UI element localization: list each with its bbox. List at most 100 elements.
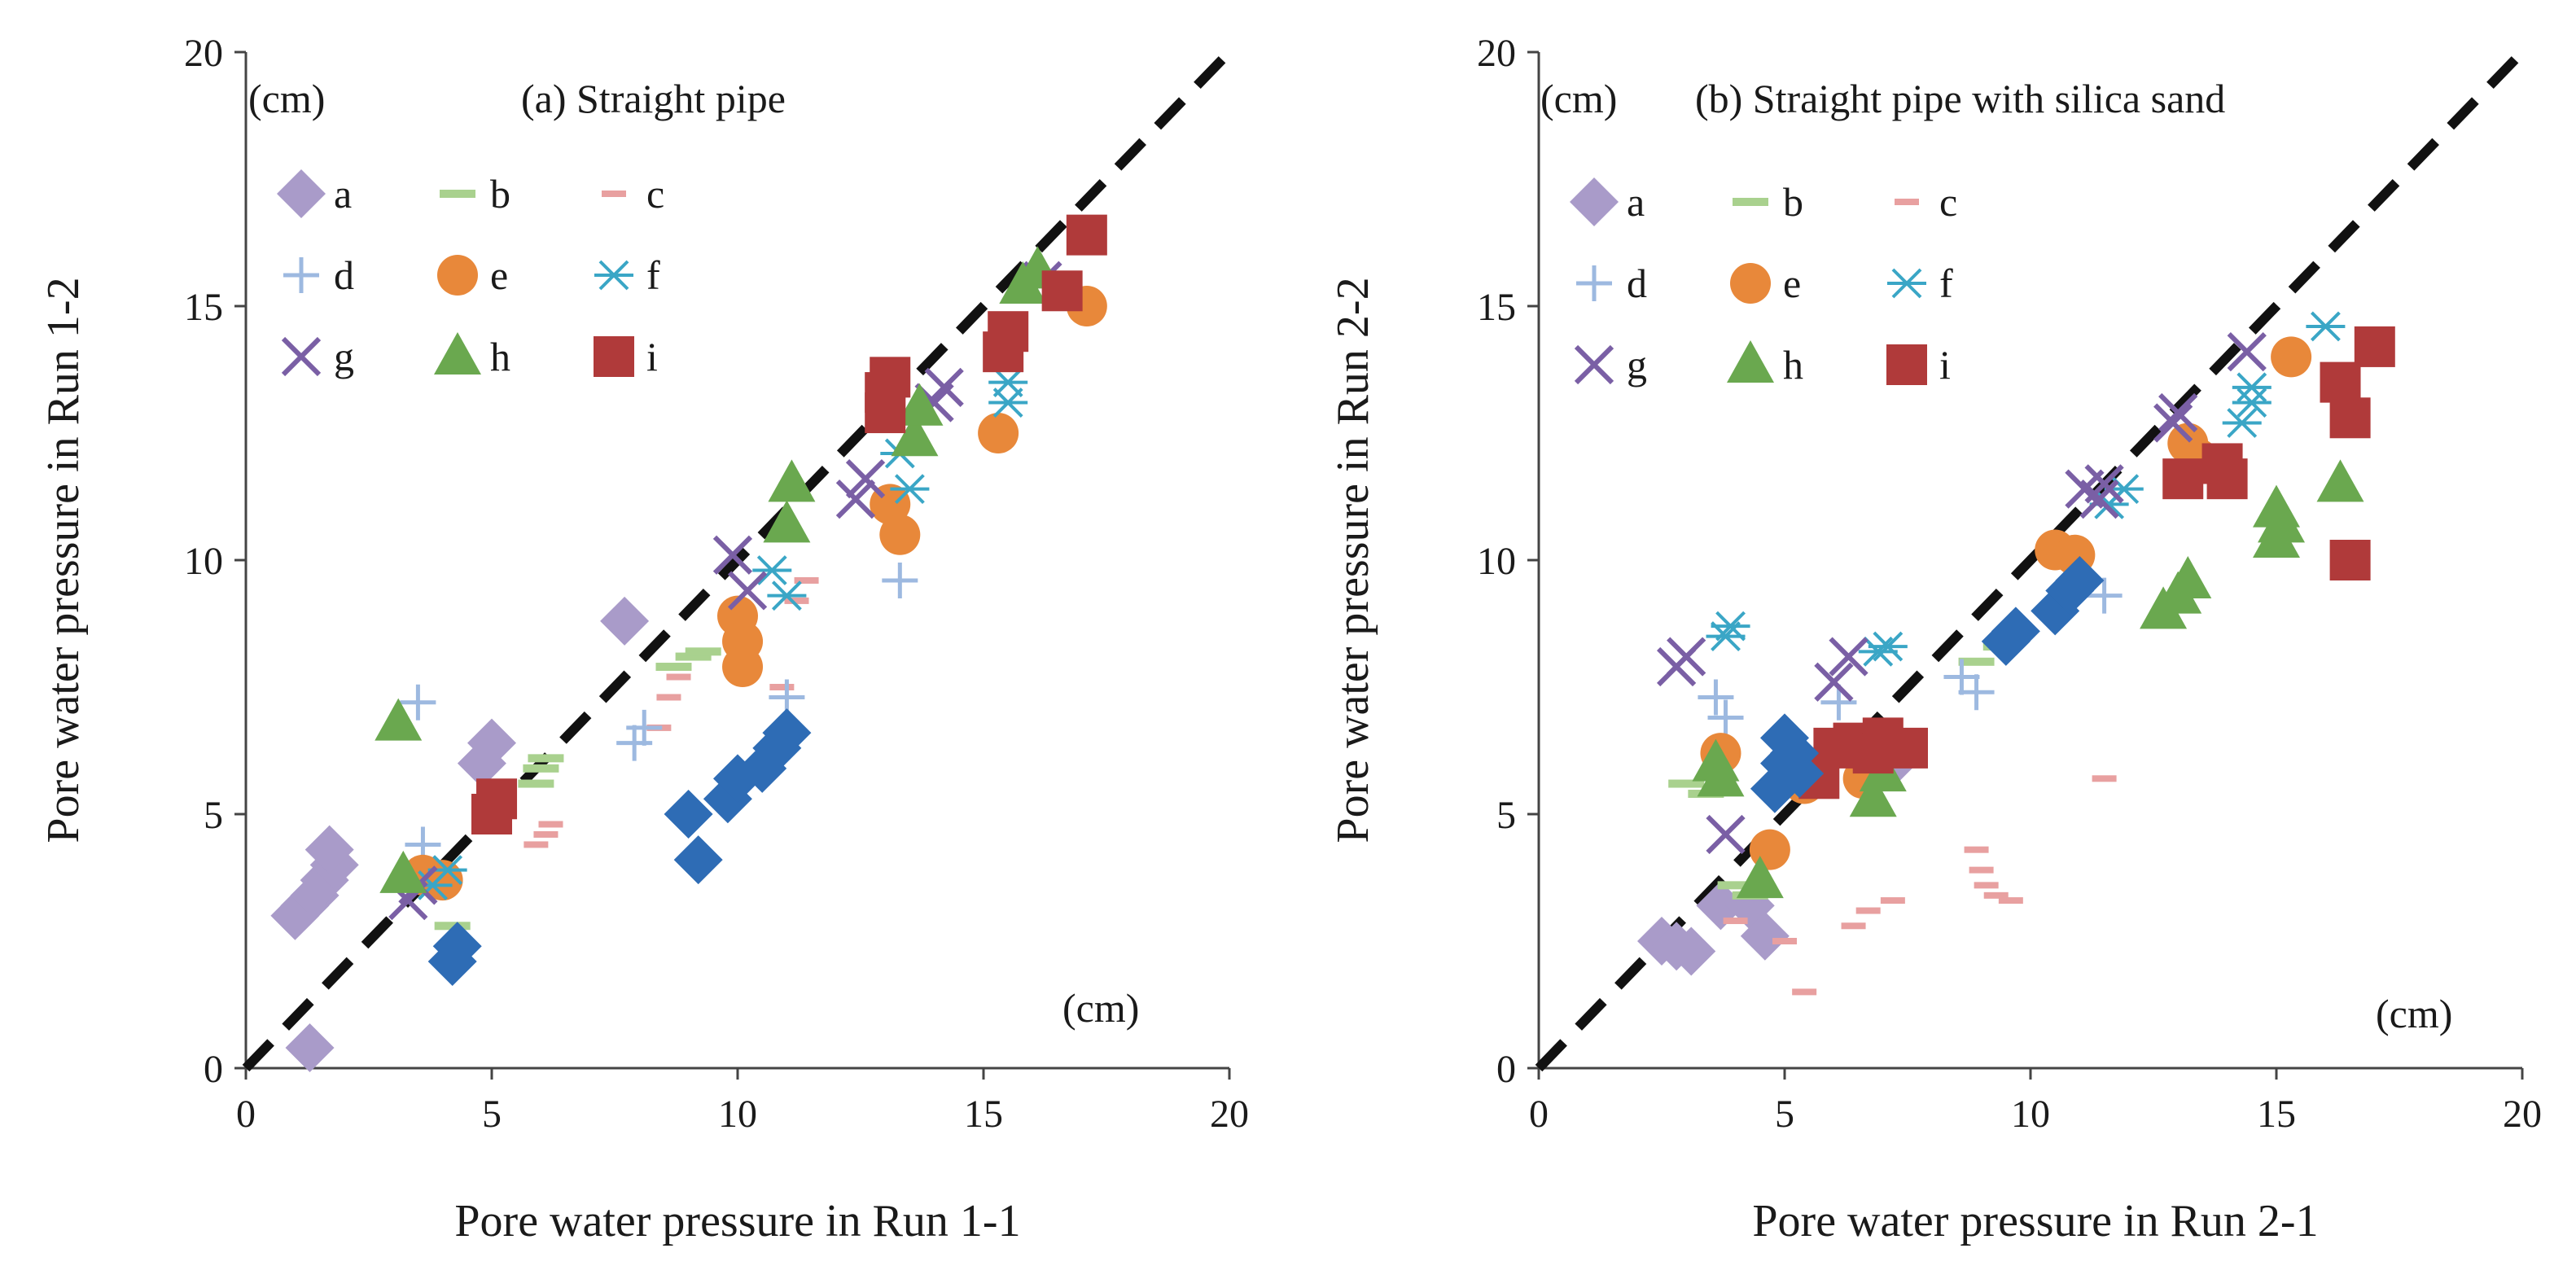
- panel-a-series-unlabeled-blue-diamond-point: [664, 790, 713, 839]
- panel-a-series-b-point: [434, 922, 471, 931]
- panel-a-series-h-point: [375, 698, 423, 741]
- panel-b-one-to-one-line: [1535, 48, 2526, 1072]
- panel-a-series-d-point: [400, 684, 436, 721]
- panel-a-y-tick-label: 15: [184, 286, 223, 329]
- panel-b-legend-marker-c: [1895, 199, 1919, 205]
- panel-a-series-b-point: [518, 779, 554, 788]
- panel-a-title: (a) Straight pipe: [521, 76, 786, 121]
- panel-b-legend-label-g: g: [1627, 342, 1647, 388]
- panel-b-series-h-point: [1736, 856, 1784, 899]
- panel-b-legend-label-e: e: [1783, 261, 1801, 306]
- panel-a-series-h-point: [763, 500, 811, 543]
- panel-b-series-d-point: [2086, 577, 2123, 614]
- panel-a-series-i-point: [1041, 270, 1083, 312]
- panel-a-legend-marker-e: [437, 255, 478, 296]
- panel-a-series-g-point: [712, 535, 753, 575]
- panel-b-series-unlabeled-blue-diamond-point: [2055, 555, 2105, 605]
- panel-b-series-a-point: [1667, 926, 1716, 976]
- panel-a-series-b-point: [685, 647, 721, 656]
- panel-b-y-tick-label: 20: [1477, 32, 1516, 75]
- panel-a-plot-area: 0 5 10 15 20 0 5 10 15 20 a b c d e f g h i: [184, 32, 1249, 1136]
- panel-a-x-tick-label: 0: [236, 1093, 256, 1136]
- panel-b-x-tick-label: 0: [1529, 1093, 1549, 1136]
- panel-b-series-c-point: [1998, 897, 2023, 904]
- panel-a-legend-label-d: d: [334, 252, 354, 298]
- panel-b-series-c-point: [1880, 897, 1905, 904]
- panel-b-y-tick-label: 10: [1477, 540, 1516, 583]
- panel-b-series-d-point: [1943, 659, 1980, 695]
- panel-a-legend-label-g: g: [334, 334, 354, 379]
- panel-b-legend-marker-h: [1727, 340, 1774, 383]
- panel-a-series-i-point: [1066, 214, 1107, 256]
- panel-b-y-tick-label: 5: [1496, 794, 1516, 837]
- panel-b-series-i-point: [2162, 458, 2204, 500]
- panel-a-series-f-point: [988, 388, 1028, 418]
- panel-b-series-e-point: [2271, 336, 2312, 378]
- panel-a-legend-marker-f: [594, 260, 633, 291]
- panel-a-legend-label-c: c: [646, 171, 664, 217]
- panel-a-legend-marker-c: [602, 191, 626, 197]
- panel-a-legend-label-b: b: [490, 171, 510, 217]
- panel-b-series-c-point: [1969, 866, 1994, 874]
- panel-a-x-tick-label: 10: [718, 1093, 757, 1136]
- panel-b-series-g-point: [1667, 637, 1706, 677]
- panel-b-y-tick-label: 15: [1477, 286, 1516, 329]
- panel-b-series-g-point: [2084, 464, 2124, 504]
- panel-b-y-axis-title: Pore water pressure in Run 2-2: [1328, 277, 1378, 843]
- panel-a-series-e-point: [722, 646, 764, 688]
- panel-b-series-h-point: [1697, 754, 1745, 797]
- panel-b-legend-label-h: h: [1783, 342, 1803, 388]
- panel-a-series-f-point: [890, 474, 930, 505]
- panel-a-series-h-point: [768, 459, 816, 502]
- panel-a-series-e-point: [879, 514, 921, 555]
- panel-a-legend-marker-a: [277, 169, 326, 218]
- panel-b-legend-marker-i: [1886, 344, 1927, 385]
- panel-b-series-c-point: [1792, 988, 1817, 996]
- panel-b-plot-area: 0 5 10 15 20 0 5 10 15 20 a b c d e f g h i: [1477, 32, 2542, 1136]
- panel-b-legend-label-i: i: [1939, 342, 1951, 388]
- panel-b-series-b-point: [1717, 881, 1754, 890]
- panel-b-series-i-point: [2320, 361, 2361, 403]
- panel-b-series-i-point: [2354, 326, 2395, 367]
- panel-b-series-c-point: [1855, 907, 1881, 914]
- panel-a-unit-x: (cm): [1062, 985, 1139, 1031]
- panel-a-legend-marker-g: [281, 336, 322, 377]
- panel-b-legend-label-b: b: [1783, 179, 1803, 225]
- panel-b-legend-label-d: d: [1627, 261, 1647, 306]
- panel-b-series-g-point: [1706, 814, 1746, 855]
- panel-b-title: (b) Straight pipe with silica sand: [1695, 76, 2225, 121]
- panel-b-unit-x: (cm): [2376, 991, 2452, 1036]
- panel-b-legend-marker-b: [1733, 198, 1768, 206]
- panel-a-series-i-point: [476, 778, 518, 820]
- panel-b-x-tick-label: 10: [2011, 1093, 2050, 1136]
- panel-b-series-c-point: [1974, 882, 1999, 889]
- panel-b-series-g-point: [2227, 332, 2267, 372]
- panel-a-legend-marker-i: [594, 336, 634, 377]
- panel-a-series-unlabeled-blue-diamond-point: [673, 835, 723, 885]
- panel-a-series-c-point: [524, 841, 549, 848]
- panel-b-x-tick-label: 20: [2503, 1093, 2542, 1136]
- panel-a-series-g-point: [835, 479, 876, 519]
- panel-b-series-i-point: [2206, 458, 2248, 500]
- panel-b-series-g-point: [1814, 662, 1854, 702]
- panel-b-series-h-point: [2164, 555, 2212, 598]
- panel-a-y-tick-label: 0: [204, 1048, 223, 1091]
- panel-a-series-unlabeled-blue-diamond-point: [432, 922, 482, 971]
- panel-a-series-a-point: [467, 718, 516, 768]
- panel-b-series-f-point: [1868, 631, 1908, 662]
- panel-a-series-i-point: [988, 311, 1029, 353]
- panel-b-legend-marker-f: [1887, 268, 1926, 299]
- panel-a-series-g-point: [924, 367, 964, 407]
- panel-a-series-unlabeled-blue-diamond-point: [762, 708, 812, 758]
- panel-a-series-a-point: [285, 1023, 335, 1073]
- panel-a-legend-marker-h: [434, 332, 481, 375]
- panel-b-series-g-point: [2079, 479, 2119, 519]
- panel-b-series-h-point: [1849, 774, 1897, 817]
- panel-b-legend-marker-a: [1570, 177, 1619, 226]
- panel-b-series-f-point: [2232, 388, 2272, 418]
- panel-a-legend-marker-d: [283, 257, 319, 293]
- panel-b-series-g-point: [2153, 403, 2193, 443]
- panel-a-series-b-point: [523, 764, 559, 773]
- panel-b-series-h-point: [2316, 459, 2364, 502]
